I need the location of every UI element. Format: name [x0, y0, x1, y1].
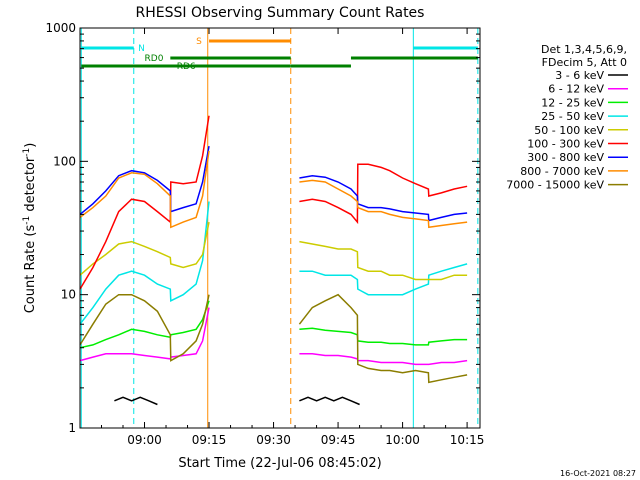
legend-entry-label: 50 - 100 keV — [534, 124, 604, 137]
x-tick-label: 09:30 — [256, 433, 291, 447]
y-tick-label: 10 — [61, 288, 76, 302]
x-axis: 09:00 09:15 09:30 09:45 10:00 10:15 — [101, 28, 485, 447]
flag-rd0-label: RD0 — [145, 54, 164, 64]
legend-header-2: FDecim 5, Att 0 — [542, 56, 627, 69]
series-7000-15000-kev-b — [298, 293, 468, 384]
legend-entry-label: 800 - 7000 keV — [520, 165, 604, 178]
x-tick-label: 10:15 — [450, 433, 485, 447]
series-300-800-kev-b — [299, 174, 468, 222]
series-50-100-kev — [79, 221, 210, 276]
series-6-12-kev-b — [299, 353, 468, 366]
series-25-50-kev-b — [299, 263, 468, 296]
series-12-25-kev-b — [299, 327, 468, 346]
legend: Det 1,3,4,5,6,9, FDecim 5, Att 0 3 - 6 k… — [506, 43, 628, 192]
flag-rd6-label: RD6 — [177, 62, 196, 72]
series-3-6-kev-b — [299, 396, 360, 406]
y-tick-label: 1 — [68, 421, 76, 435]
x-axis-label: Start Time (22-Jul-06 08:45:02) — [178, 456, 381, 471]
y-tick-label: 100 — [53, 154, 76, 168]
legend-entry-label: 12 - 25 keV — [541, 96, 604, 109]
legend-entry-label: 300 - 800 keV — [527, 151, 604, 164]
y-axis: 1 10 100 1000 — [45, 21, 480, 435]
chart-title: RHESSI Observing Summary Count Rates — [136, 5, 425, 21]
y-tick-label: 1000 — [45, 21, 76, 35]
series-25-50-kev — [79, 201, 210, 325]
series-6-12-kev — [79, 307, 210, 362]
series-300-800-kev — [79, 145, 210, 215]
y-axis-label: Count Rate (s-1 detector-1) — [22, 143, 38, 314]
series-800-7000-kev — [79, 150, 210, 229]
legend-entry-label: 3 - 6 keV — [555, 69, 604, 82]
series-12-25-kev — [79, 300, 210, 349]
flag-s-label: S — [196, 37, 202, 47]
series-7000-15000-kev — [79, 293, 210, 362]
plot-frame — [79, 27, 481, 429]
timestamp: 16-Oct-2021 08:27 — [560, 469, 636, 478]
x-tick-label: 09:15 — [192, 433, 227, 447]
legend-entry-label: 25 - 50 keV — [541, 110, 604, 123]
series-50-100-kev-b — [299, 240, 468, 281]
legend-entry-label: 7000 - 15000 keV — [506, 179, 604, 192]
x-tick-label: 09:45 — [321, 433, 356, 447]
x-tick-label: 10:00 — [385, 433, 420, 447]
series-100-300-kev-b — [299, 163, 468, 225]
x-tick-label: 09:00 — [127, 433, 162, 447]
flag-n-label: N — [138, 44, 145, 54]
legend-entry-label: 100 - 300 keV — [527, 138, 604, 151]
series-800-7000-kev-b — [299, 179, 468, 229]
series-3-6-kev — [114, 396, 158, 406]
legend-header-1: Det 1,3,4,5,6,9, — [541, 43, 627, 56]
legend-entry-label: 6 - 12 keV — [548, 83, 604, 96]
series-100-300-kev — [79, 115, 210, 290]
